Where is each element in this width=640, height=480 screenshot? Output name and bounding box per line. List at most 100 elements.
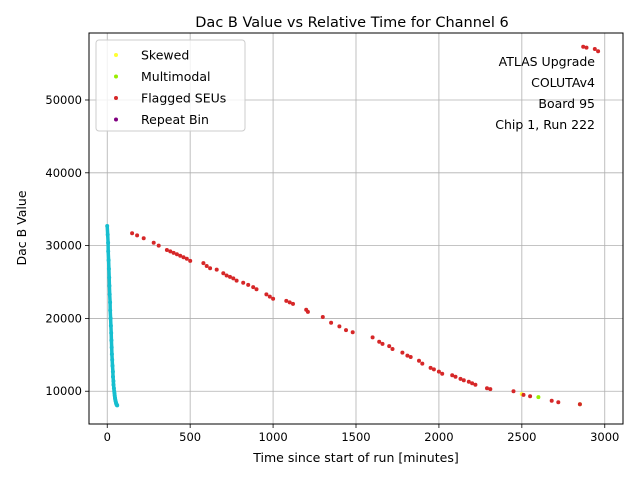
point-flagged-seus bbox=[241, 280, 246, 285]
point-flagged-seus bbox=[556, 400, 561, 405]
point-flagged-seus bbox=[271, 296, 276, 301]
point-flagged-seus bbox=[156, 243, 161, 248]
point-normal bbox=[109, 338, 114, 343]
point-flagged-seus bbox=[184, 256, 189, 261]
point-flagged-seus bbox=[470, 381, 475, 386]
y-tick-label: 10000 bbox=[45, 384, 82, 398]
point-normal bbox=[106, 249, 111, 254]
point-normal bbox=[109, 345, 114, 350]
point-flagged-seus bbox=[284, 298, 289, 303]
point-flagged-seus bbox=[188, 258, 193, 263]
point-flagged-seus bbox=[267, 294, 272, 299]
point-flagged-seus bbox=[231, 276, 236, 281]
point-flagged-seus bbox=[320, 315, 325, 319]
point-flagged-seus bbox=[521, 392, 526, 397]
point-flagged-seus bbox=[440, 371, 445, 376]
point-flagged-seus bbox=[168, 249, 173, 254]
point-flagged-seus bbox=[264, 292, 269, 297]
point-normal bbox=[106, 240, 111, 245]
grid bbox=[89, 33, 623, 424]
point-flagged-seus bbox=[246, 282, 251, 287]
point-flagged-seus bbox=[305, 309, 310, 314]
legend-marker-repeat-bin bbox=[114, 117, 118, 122]
point-flagged-seus bbox=[208, 266, 213, 271]
point-flagged-seus bbox=[291, 301, 295, 306]
point-flagged-seus bbox=[130, 231, 135, 236]
point-normal bbox=[109, 352, 114, 357]
legend-frame bbox=[95, 39, 246, 132]
point-flagged-seus bbox=[151, 240, 156, 245]
point-flagged-seus bbox=[511, 389, 516, 394]
point-normal bbox=[109, 331, 114, 335]
x-tick-label: 1500 bbox=[341, 430, 370, 444]
point-multimodal bbox=[536, 395, 541, 400]
y-tick-label: 50000 bbox=[45, 93, 82, 107]
point-flagged-seus bbox=[431, 367, 436, 372]
legend-marker-flagged-seus bbox=[114, 96, 118, 100]
point-flagged-seus bbox=[453, 374, 458, 379]
point-flagged-seus bbox=[581, 44, 586, 49]
point-normal bbox=[111, 374, 115, 379]
point-flagged-seus bbox=[488, 387, 493, 392]
y-axis-ticks: 10000 20000 30000 40000 50000 bbox=[45, 93, 89, 398]
point-normal bbox=[111, 386, 116, 391]
point-flagged-seus bbox=[228, 274, 232, 279]
point-flagged-seus bbox=[221, 271, 226, 276]
point-flagged-seus bbox=[370, 335, 375, 340]
x-axis-label: Time since start of run [minutes] bbox=[252, 450, 458, 465]
run-annotation: ATLAS Upgrade COLUTAv4 Board 95 Chip 1, Run… bbox=[495, 54, 595, 132]
point-flagged-seus bbox=[390, 347, 395, 351]
x-axis-ticks: 0 500 1000 1500 2000 2500 3000 bbox=[104, 424, 619, 444]
point-flagged-seus bbox=[234, 278, 239, 283]
legend-label-flagged-seus: Flagged SEUs bbox=[141, 91, 226, 106]
point-flagged-seus bbox=[224, 273, 229, 278]
point-normal bbox=[111, 379, 116, 383]
point-normal bbox=[108, 316, 113, 321]
data-points bbox=[105, 44, 601, 408]
point-flagged-seus bbox=[458, 376, 463, 381]
point-flagged-seus bbox=[254, 287, 259, 292]
point-normal bbox=[108, 323, 113, 328]
y-tick-label: 30000 bbox=[45, 239, 82, 253]
x-tick-label: 2000 bbox=[424, 430, 453, 444]
x-tick-label: 0 bbox=[104, 430, 111, 444]
point-flagged-seus bbox=[164, 248, 169, 252]
point-flagged-seus bbox=[549, 398, 554, 403]
point-normal bbox=[107, 283, 112, 288]
point-flagged-seus bbox=[337, 324, 342, 329]
point-flagged-seus bbox=[592, 47, 597, 51]
point-normal bbox=[106, 258, 111, 263]
chart-title: Dac B Value vs Relative Time for Channel… bbox=[195, 15, 508, 31]
point-flagged-seus bbox=[577, 402, 582, 407]
point-flagged-seus bbox=[528, 394, 533, 399]
point-flagged-seus bbox=[461, 378, 466, 383]
point-flagged-seus bbox=[420, 361, 425, 366]
annotation-line: Board 95 bbox=[538, 96, 595, 111]
point-normal bbox=[111, 382, 116, 387]
point-normal bbox=[110, 357, 115, 362]
point-flagged-seus bbox=[344, 328, 348, 333]
legend-label-skewed: Skewed bbox=[141, 48, 189, 63]
point-flagged-seus bbox=[181, 255, 186, 260]
legend-marker-multimodal bbox=[114, 74, 118, 79]
point-flagged-seus bbox=[135, 233, 140, 238]
point-flagged-seus bbox=[408, 355, 413, 359]
x-tick-label: 2500 bbox=[507, 430, 536, 444]
point-flagged-seus bbox=[141, 236, 146, 241]
point-normal bbox=[105, 232, 110, 237]
point-flagged-seus bbox=[171, 250, 176, 255]
point-flagged-seus bbox=[387, 344, 392, 349]
x-tick-label: 1000 bbox=[258, 430, 287, 444]
point-normal bbox=[107, 275, 112, 280]
point-flagged-seus bbox=[596, 49, 601, 54]
point-flagged-seus bbox=[251, 285, 256, 290]
annotation-line: ATLAS Upgrade bbox=[499, 54, 596, 69]
point-normal bbox=[108, 308, 113, 313]
annotation-line: COLUTAv4 bbox=[531, 75, 595, 90]
point-normal bbox=[105, 224, 110, 228]
point-flagged-seus bbox=[377, 339, 382, 344]
point-flagged-seus bbox=[405, 353, 410, 358]
point-flagged-seus bbox=[417, 358, 421, 363]
y-axis-label: Dac B Value bbox=[14, 190, 29, 265]
point-flagged-seus bbox=[584, 45, 589, 50]
